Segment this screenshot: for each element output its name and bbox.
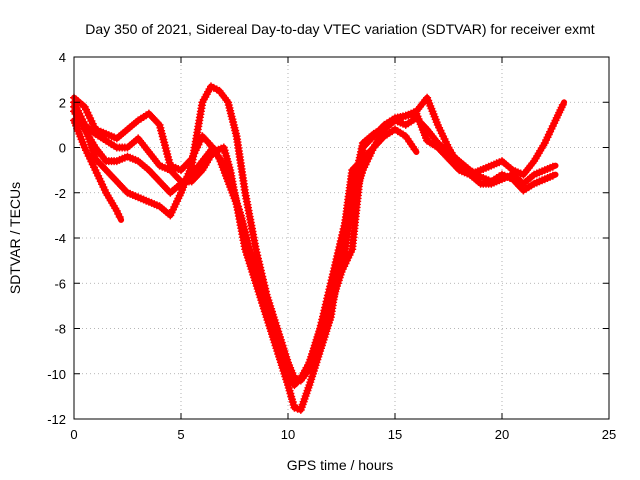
x-tick-label: 15 [388, 427, 402, 442]
point-marker [558, 100, 567, 109]
x-tick-label: 5 [177, 427, 184, 442]
y-axis-label: SDTVAR / TECUs [7, 182, 23, 294]
x-tick-label: 20 [495, 427, 509, 442]
axis-ticks [73, 56, 610, 420]
point-marker [548, 171, 557, 180]
y-tick-label: 0 [59, 141, 66, 156]
y-tick-labels: -12 -10 -8 -6 -4 -2 0 2 4 [47, 50, 66, 427]
point-marker [410, 145, 419, 154]
chart-title: Day 350 of 2021, Sidereal Day-to-day VTE… [85, 21, 594, 37]
markers-trace-5 [70, 107, 557, 387]
y-tick-label: -8 [54, 322, 66, 337]
x-tick-label: 10 [281, 427, 295, 442]
y-tick-label: -2 [54, 186, 66, 201]
y-tick-label: 4 [59, 50, 66, 65]
x-tick-label: 25 [602, 427, 616, 442]
x-axis-label: GPS time / hours [287, 457, 394, 473]
y-tick-label: -4 [54, 231, 66, 246]
markers-trace-4 [70, 102, 419, 414]
data-traces [70, 82, 568, 414]
y-tick-label: -12 [47, 412, 66, 427]
point-marker [115, 212, 124, 221]
x-tick-labels: 0 5 10 15 20 25 [70, 427, 616, 442]
y-tick-label: -6 [54, 276, 66, 291]
y-tick-label: -10 [47, 367, 66, 382]
y-tick-label: 2 [59, 95, 66, 110]
point-marker [548, 162, 557, 171]
x-tick-label: 0 [70, 427, 77, 442]
